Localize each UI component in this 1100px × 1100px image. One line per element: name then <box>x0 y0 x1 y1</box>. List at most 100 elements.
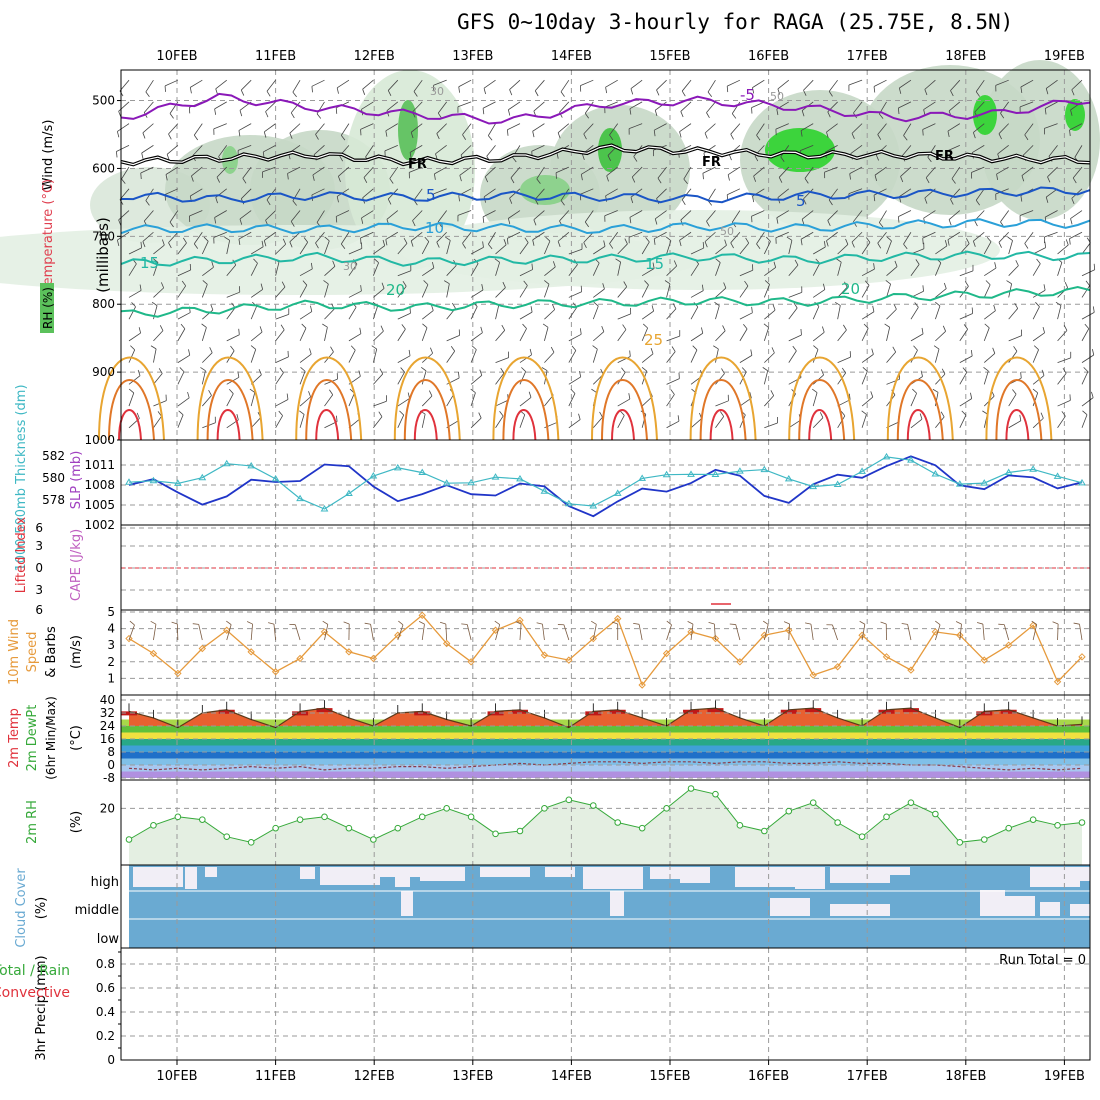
wind-barb-feather <box>1045 88 1049 95</box>
wind-barb <box>201 284 208 298</box>
wind-barb-feather <box>720 411 725 417</box>
wind-barb-feather <box>752 196 755 203</box>
wind-barb-feather <box>531 263 533 270</box>
wind-barb <box>218 145 228 157</box>
wind-barb <box>702 166 716 174</box>
wind-barb-feather <box>268 622 275 625</box>
wind-barb-feather <box>800 130 803 137</box>
wind-barb-feather <box>629 350 631 357</box>
wind-barb-feather <box>359 327 362 334</box>
wind-barb-feather <box>364 622 371 625</box>
wind-barb <box>128 332 141 342</box>
wind-barb-feather <box>1012 389 1017 395</box>
wind-barb-feather <box>470 388 476 394</box>
wind-barb-feather <box>179 367 185 373</box>
rh-high-shading <box>598 128 622 172</box>
date-label-top: 10FEB <box>156 49 197 64</box>
wind-barb <box>666 240 672 255</box>
temp-contour-30 <box>108 379 155 441</box>
wind-barb <box>143 101 154 113</box>
wind-barb <box>365 145 374 158</box>
date-label-bottom: 16FEB <box>748 1069 789 1084</box>
wind-barb <box>788 292 802 298</box>
wind-barb <box>470 263 479 276</box>
wind-barb-feather <box>841 367 846 374</box>
wind-barb <box>508 101 521 111</box>
isotherm-label: 20 <box>386 281 405 299</box>
temp-max-highlight <box>511 709 528 714</box>
wind-barb <box>446 240 451 255</box>
cloud-mid-clear <box>770 898 810 916</box>
thickness-marker <box>467 478 475 486</box>
wind-barb <box>666 335 680 342</box>
wind-barb-feather <box>168 242 172 249</box>
wind-barb <box>617 286 628 298</box>
rh2m-line <box>128 787 1083 843</box>
wind-barb <box>812 392 818 407</box>
wind-barb <box>861 242 871 255</box>
wind-barb-feather <box>822 283 826 290</box>
thickness-marker <box>345 489 353 497</box>
wind-barb <box>666 624 672 641</box>
temp-contour-30 <box>896 379 944 441</box>
wind-barb <box>266 79 276 92</box>
wind-barb <box>250 306 258 320</box>
wind-barb-feather <box>210 304 214 311</box>
temp-contour-35 <box>906 409 931 441</box>
wind10m-marker <box>491 626 500 634</box>
rh2m-area <box>129 788 1082 865</box>
wind-barb <box>593 331 605 342</box>
wind-barb <box>583 231 594 243</box>
wind-barb <box>177 285 187 298</box>
wind-barb <box>679 123 692 132</box>
wind-barb <box>166 145 179 155</box>
rh2m-marker <box>199 816 206 823</box>
wind-barb-feather <box>950 90 954 97</box>
wind-barb <box>324 240 330 255</box>
wind-barb-feather <box>381 282 385 289</box>
wind-barb-feather <box>766 236 771 242</box>
wind-barb-feather <box>801 110 805 117</box>
wind10m-marker <box>760 631 769 639</box>
wind-barb-feather <box>402 281 407 287</box>
date-label-bottom: 11FEB <box>255 1069 296 1084</box>
wind-barb-feather <box>745 237 750 244</box>
isotherm-label: 15 <box>140 254 159 272</box>
wind-barb <box>629 210 643 218</box>
wind-barb <box>731 101 741 114</box>
wind-barb <box>581 166 594 175</box>
wind-barb <box>715 262 721 276</box>
wind-barb <box>605 79 618 88</box>
wind-barb <box>628 231 643 238</box>
wind-barb-feather <box>336 196 339 203</box>
wind-barb-feather <box>536 622 543 625</box>
rh-contour-label: 50 <box>720 225 734 238</box>
wind-barb-feather <box>180 323 186 330</box>
wind-barb-feather <box>721 368 725 374</box>
wind-barb <box>1081 328 1090 342</box>
wind-barb-feather <box>599 411 603 418</box>
temp-contour-25 <box>393 356 461 441</box>
wind-barb-feather <box>942 325 946 332</box>
wind-barb <box>409 166 423 173</box>
wind-barb <box>800 144 814 151</box>
wind-barb-feather <box>944 240 948 247</box>
wind-barb <box>848 188 863 194</box>
wind-barb-feather <box>238 238 241 246</box>
wind-barb <box>592 262 600 276</box>
thickness-marker <box>613 489 622 496</box>
wind-barb <box>605 188 618 197</box>
wind-barb-feather <box>1044 241 1046 248</box>
wind-barb <box>250 417 262 429</box>
wind-barb <box>348 333 362 342</box>
wind-barb <box>1057 330 1068 342</box>
wind-barb <box>800 231 814 240</box>
wind-barb-feather <box>985 280 991 286</box>
temp-contour-25 <box>196 356 264 441</box>
wind10m-marker <box>931 628 940 636</box>
wind10m-marker <box>296 654 304 663</box>
wind-barb <box>592 349 598 363</box>
slp-tick: 1011 <box>84 458 115 472</box>
wind-barb <box>495 357 509 363</box>
wind-barb <box>568 419 581 429</box>
